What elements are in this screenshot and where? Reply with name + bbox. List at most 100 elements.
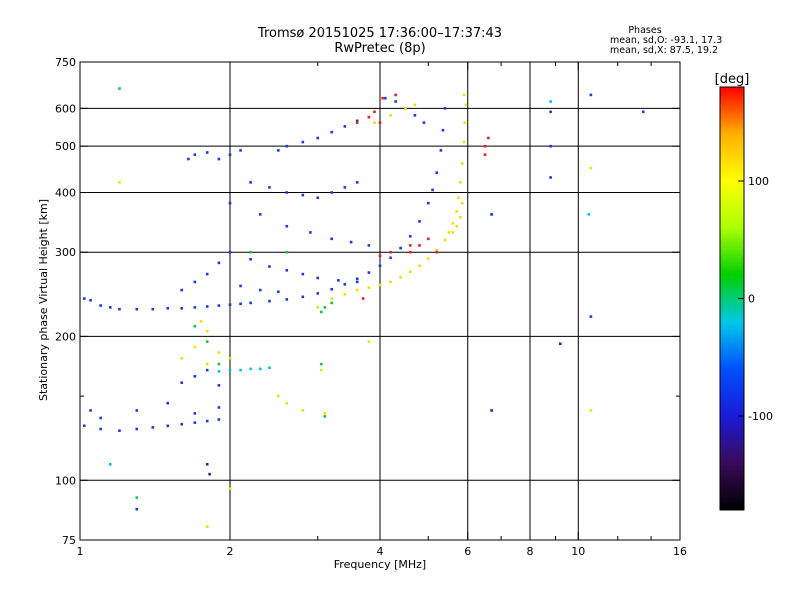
scatter-point	[426, 257, 430, 260]
scatter-point	[217, 370, 221, 373]
series-purple-outliers	[205, 342, 562, 476]
scatter-point	[549, 110, 552, 114]
scatter-point	[301, 140, 305, 144]
scatter-point	[118, 181, 121, 184]
chart-title: Tromsø 20151025 17:36:00–17:37:43	[257, 26, 503, 41]
scatter-point	[418, 244, 421, 247]
scatter-point	[389, 114, 392, 117]
scatter-point	[268, 366, 271, 369]
scatter-point	[268, 299, 271, 303]
series-red-outliers	[381, 93, 487, 156]
stats-x-mode: mean, sd,X: 87.5, 19.2	[610, 45, 719, 56]
scatter-point	[205, 329, 209, 333]
scatter-point	[205, 362, 209, 366]
scatter-point	[316, 276, 320, 280]
scatter-point	[439, 149, 443, 152]
scatter-point	[378, 283, 382, 287]
scatter-point	[373, 110, 376, 114]
scatter-point	[343, 125, 347, 128]
scatter-point	[99, 416, 102, 420]
x-tick-label: 16	[673, 545, 687, 558]
scatter-point	[337, 279, 340, 282]
scatter-point	[355, 181, 359, 184]
scatter-point	[323, 415, 327, 418]
scatter-point	[463, 121, 467, 124]
scatter-point	[118, 307, 121, 311]
scatter-point	[330, 237, 334, 241]
scatter-point	[301, 193, 305, 197]
scatter-point	[367, 271, 371, 274]
scatter-point	[355, 119, 359, 123]
scatter-point	[135, 307, 139, 311]
scatter-point	[258, 288, 262, 292]
scatter-point	[323, 306, 327, 309]
scatter-point	[239, 149, 242, 152]
scatter-point	[217, 418, 221, 421]
scatter-point	[239, 284, 242, 288]
series-o-mode-trace	[82, 96, 447, 432]
scatter-point	[399, 246, 402, 250]
scatter-point	[89, 409, 92, 412]
scatter-point	[330, 191, 334, 194]
scatter-point	[413, 114, 417, 117]
colorbar-tick-label: 100	[748, 175, 769, 188]
scatter-point	[217, 384, 221, 387]
scatter-point	[205, 151, 209, 154]
scatter-point	[151, 307, 155, 311]
scatter-point	[276, 149, 280, 152]
y-tick-label: 500	[55, 140, 76, 153]
scatter-point	[316, 306, 320, 309]
scatter-point	[389, 280, 392, 284]
scatter-point	[82, 424, 86, 428]
colorbar-ticks: -100 0 100	[738, 175, 773, 423]
scatter-point	[422, 121, 426, 124]
scatter-point	[483, 144, 487, 148]
series-x-mode-trace	[180, 93, 468, 415]
scatter-point	[589, 166, 593, 170]
scatter-point	[320, 362, 323, 366]
scatter-point	[413, 103, 417, 107]
scatter-point	[378, 254, 382, 258]
scatter-point	[435, 250, 439, 254]
scatter-point	[180, 422, 184, 426]
scatter-point	[285, 298, 289, 301]
scatter-point	[301, 409, 305, 412]
series-mixed-high-echoes	[355, 110, 490, 300]
x-tick-label: 4	[377, 545, 384, 558]
scatter-point	[249, 367, 252, 371]
scatter-point	[355, 277, 359, 281]
scatter-point	[193, 375, 197, 378]
scatter-point	[320, 310, 323, 314]
scatter-point	[82, 297, 86, 300]
scatter-point	[455, 210, 458, 213]
scatter-point	[166, 306, 170, 310]
scatter-point	[323, 412, 327, 415]
scatter-point	[483, 153, 487, 156]
scatter-point	[460, 162, 464, 165]
scatter-point	[135, 507, 139, 511]
scatter-point	[228, 487, 232, 491]
scatter-point	[587, 213, 591, 216]
scatter-point	[228, 303, 232, 306]
scatter-point	[490, 213, 493, 216]
scatter-point	[193, 306, 197, 309]
series-yellow-outliers	[118, 166, 593, 528]
scatter-point	[451, 231, 455, 234]
scatter-point	[239, 302, 242, 306]
x-tick-label: 6	[464, 545, 471, 558]
scatter-point	[490, 409, 493, 412]
stats-heading: Phases	[628, 25, 662, 36]
scatter-point	[228, 153, 232, 156]
scatter-point	[135, 496, 139, 499]
scatter-point	[589, 315, 593, 318]
scatter-point	[166, 401, 170, 405]
scatter-point	[343, 292, 347, 296]
scatter-point	[462, 93, 466, 97]
scatter-point	[320, 368, 323, 372]
scatter-point	[330, 287, 334, 291]
scatter-point	[166, 424, 170, 428]
scatter-point	[404, 107, 407, 110]
scatter-point	[435, 248, 439, 252]
scatter-point	[457, 196, 460, 200]
